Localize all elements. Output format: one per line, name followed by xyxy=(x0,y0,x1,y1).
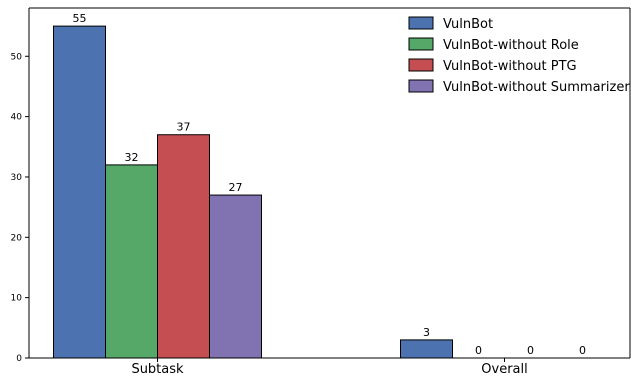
legend-swatch xyxy=(408,37,434,51)
y-tick-label: 20 xyxy=(11,233,23,243)
y-tick-label: 50 xyxy=(11,52,23,62)
data-label: 32 xyxy=(125,151,139,164)
data-label: 0 xyxy=(579,344,586,357)
y-tick-label: 0 xyxy=(16,354,22,364)
legend-label: VulnBot-without PTG xyxy=(443,59,577,74)
legend-label: VulnBot-without Role xyxy=(443,38,579,53)
data-labels: 55 32 37 27 3 0 0 0 xyxy=(73,12,587,357)
bars xyxy=(53,25,453,359)
y-tick-label: 10 xyxy=(11,294,23,304)
data-label: 37 xyxy=(177,121,191,134)
bar-subtask-series-2 xyxy=(105,164,158,359)
legend-label: VulnBot-without Summarizer xyxy=(443,80,630,95)
y-ticks: 0 10 20 30 40 50 xyxy=(11,52,29,364)
legend-swatch xyxy=(408,58,434,72)
bar-subtask-series-1 xyxy=(53,25,106,359)
data-label: 27 xyxy=(229,181,243,194)
legend-swatch xyxy=(408,16,434,30)
bar-subtask-series-4 xyxy=(209,194,262,359)
legend: VulnBot VulnBot-without Role VulnBot-witho… xyxy=(408,16,630,95)
data-label: 55 xyxy=(73,12,87,25)
data-label: 3 xyxy=(423,326,430,339)
legend-swatch xyxy=(408,79,434,93)
data-label: 0 xyxy=(527,344,534,357)
y-tick-label: 40 xyxy=(11,113,23,123)
bar-subtask-series-3 xyxy=(157,134,210,359)
legend-label: VulnBot xyxy=(443,17,493,32)
bar-overall-series-1 xyxy=(400,339,453,359)
x-tick-label: Overall xyxy=(481,362,527,376)
x-tick-labels: Subtask Overall xyxy=(131,358,528,376)
y-tick-label: 30 xyxy=(11,173,23,183)
x-tick-label: Subtask xyxy=(131,362,184,376)
data-label: 0 xyxy=(475,344,482,357)
